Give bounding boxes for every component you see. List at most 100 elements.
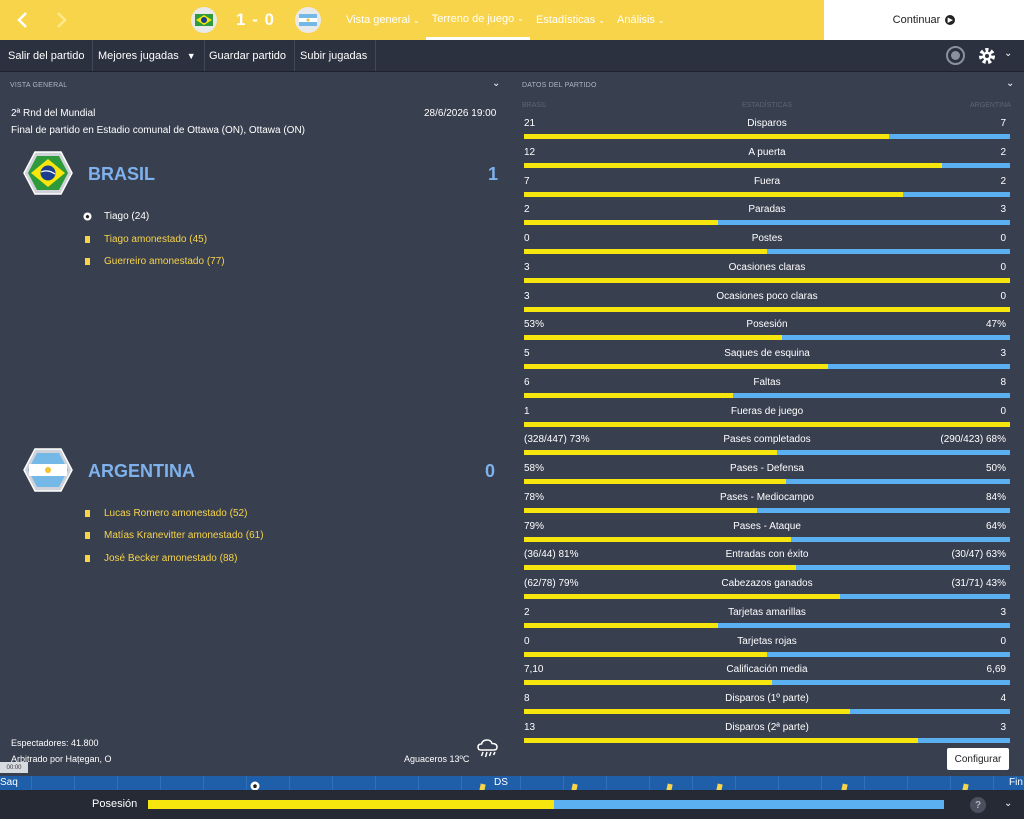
stat-label: A puerta: [748, 146, 786, 158]
stat-row: 12 A puerta 2: [524, 144, 1010, 172]
away-team-name[interactable]: ARGENTINA: [88, 461, 195, 481]
stat-home-fill: [524, 709, 850, 714]
tab-statistics[interactable]: Estadísticas ⌄: [535, 14, 605, 26]
stat-label: Disparos (1º parte): [725, 693, 809, 704]
play-circle-icon: ▶: [945, 15, 956, 25]
stat-home-value: 21: [524, 118, 536, 129]
stat-row: 2 Tarjetas amarillas 3: [524, 604, 1010, 632]
stat-comparison-bar: [524, 364, 1010, 369]
stat-home-fill: [524, 737, 918, 743]
stat-home-value: 3: [524, 290, 530, 302]
yellow-card-icon: [82, 236, 92, 243]
record-icon[interactable]: [946, 46, 965, 65]
stat-comparison-bar: [524, 392, 1010, 398]
stat-away-value: 84%: [985, 491, 1006, 503]
stat-row: 53% Posesión 47%: [524, 316, 1010, 344]
help-icon[interactable]: ?: [970, 797, 986, 813]
timeline-end-label: Fin: [1009, 777, 1023, 788]
stat-comparison-bar: [524, 162, 1010, 168]
home-event-goal: Tiago (24): [82, 211, 149, 222]
stat-row: 58% Pases - Defensa 50%: [524, 460, 1010, 488]
stat-away-value: 0: [1000, 261, 1006, 273]
timeline-start-label: Saq: [0, 777, 18, 788]
stat-comparison-bar: [524, 220, 1010, 226]
away-event-yellow-card: Lucas Romero amonestado (52): [82, 508, 247, 519]
top-score: 1 - 0: [236, 10, 276, 29]
back-arrow-icon[interactable]: [10, 8, 34, 32]
possession-label: Posesión: [92, 798, 138, 810]
stat-comparison-bar: [524, 709, 1010, 714]
stat-comparison-bar: [524, 594, 1010, 599]
chevron-down-icon: ⌄: [517, 14, 524, 23]
top-bar: 1 - 0 Vista general ⌄ Terreno de juego ⌄ E…: [0, 0, 1024, 40]
tab-analysis[interactable]: Análisis ⌄: [617, 14, 665, 26]
stat-label: Paradas: [748, 204, 786, 216]
argentina-crest-icon[interactable]: [295, 7, 321, 33]
tab-pitch[interactable]: Terreno de juego ⌄: [425, 0, 530, 40]
stat-comparison-bar: [524, 421, 1010, 427]
stat-home-value: 1: [524, 405, 530, 417]
stat-home-fill: [524, 680, 772, 686]
referee: Arbitrado por Hațegan, O: [11, 754, 112, 764]
yellow-card-icon: [82, 532, 92, 539]
stat-home-fill: [524, 364, 828, 369]
stat-home-value: (328/447) 73%: [524, 434, 590, 446]
stat-away-value: 8: [1000, 376, 1006, 388]
stat-row: 7 Fuera 2: [524, 173, 1010, 201]
stat-home-fill: [524, 134, 889, 139]
continue-button[interactable]: Continuar ▶: [824, 0, 1024, 40]
stat-home-value: 13: [524, 721, 536, 733]
chevron-down-icon[interactable]: ⌄: [1004, 48, 1013, 59]
stat-home-fill: [524, 220, 719, 226]
match-timeline[interactable]: Saq DS Fin: [0, 776, 1024, 792]
configure-button[interactable]: Configurar: [947, 748, 1009, 770]
stat-away-value: 2: [1000, 146, 1006, 158]
stat-away-value: 0: [1000, 635, 1006, 647]
brazil-badge-icon[interactable]: [23, 150, 73, 196]
stat-comparison-bar: [524, 479, 1010, 484]
stat-label: Cabezazos ganados: [721, 578, 813, 589]
stat-label: Posesión: [746, 319, 788, 331]
stat-comparison-bar: [524, 335, 1010, 341]
bottom-bar: Posesión ? ⌄: [0, 790, 1024, 819]
chevron-down-icon[interactable]: ⌄: [1004, 798, 1013, 809]
exit-match-button[interactable]: Salir del partido: [0, 40, 94, 71]
stat-row: 7,10 Calificación media 6,69: [524, 661, 1010, 689]
home-team-name[interactable]: BRASIL: [88, 164, 155, 184]
stat-away-value: (290/423) 68%: [940, 434, 1006, 446]
stat-home-value: 79%: [524, 520, 545, 532]
stats-title: DATOS DEL PARTIDO: [522, 82, 597, 89]
stat-comparison-bar: [524, 507, 1010, 513]
stat-home-fill: [524, 622, 719, 628]
stat-comparison-bar: [524, 306, 1010, 312]
chevron-down-icon[interactable]: ⌄: [492, 78, 501, 89]
ball-icon[interactable]: [250, 778, 260, 796]
forward-arrow-icon[interactable]: [50, 8, 74, 32]
save-match-button[interactable]: Guardar partido: [201, 40, 296, 71]
stat-label: Ocasiones poco claras: [716, 290, 818, 302]
stat-row: (328/447) 73% Pases completados (290/423) …: [524, 431, 1010, 459]
overview-title: VISTA GENERAL: [10, 82, 68, 89]
stat-home-value: 5: [524, 348, 530, 359]
stat-comparison-bar: [524, 565, 1010, 571]
chevron-down-icon[interactable]: ⌄: [1006, 78, 1015, 89]
upload-highlights-button[interactable]: Subir jugadas: [292, 40, 377, 71]
stat-home-fill: [524, 594, 840, 599]
gear-icon[interactable]: [977, 46, 997, 66]
tab-overview[interactable]: Vista general ⌄: [346, 14, 420, 26]
stat-label: Tarjetas amarillas: [728, 606, 806, 618]
match-venue: Final de partido en Estadio comunal de O…: [11, 125, 306, 136]
stat-label: Tarjetas rojas: [737, 635, 797, 647]
stat-away-value: (30/47) 63%: [951, 549, 1006, 561]
match-clock: 00:00: [0, 762, 28, 773]
stat-away-value: 6,69: [986, 664, 1006, 676]
argentina-badge-icon[interactable]: [23, 447, 73, 493]
stat-away-value: 4: [1000, 693, 1006, 704]
possession-home-fill: [148, 800, 554, 809]
highlights-dropdown[interactable]: Mejores jugadas ▼: [90, 40, 205, 71]
stat-home-fill: [524, 565, 797, 571]
brazil-crest-icon[interactable]: [191, 7, 217, 33]
away-event-yellow-card: Matías Kranevitter amonestado (61): [82, 530, 264, 541]
stat-home-value: 7: [524, 175, 530, 187]
stat-home-value: (36/44) 81%: [524, 549, 579, 561]
